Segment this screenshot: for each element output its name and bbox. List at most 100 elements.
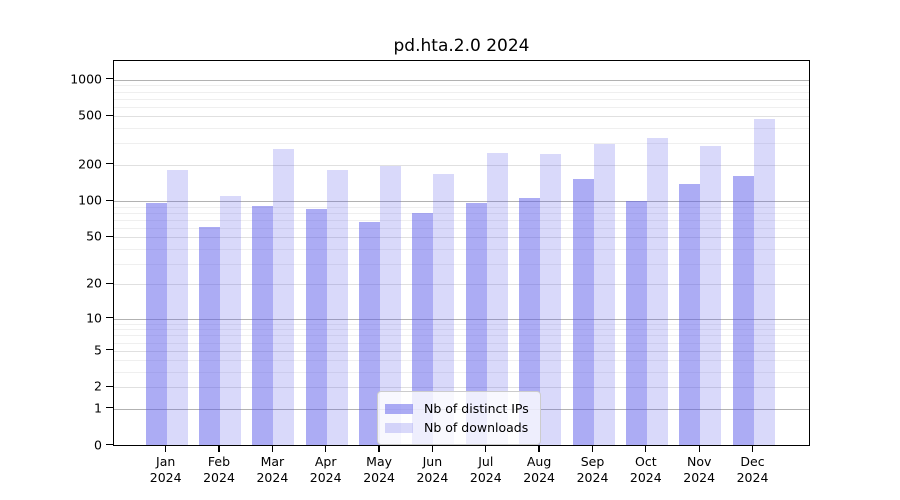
x-tick-mar xyxy=(271,446,274,452)
y-tick-label-1: 1 xyxy=(94,400,102,416)
gridline-20 xyxy=(114,284,809,286)
gridline-8 xyxy=(114,329,809,331)
bar-downloads-nov xyxy=(700,145,722,445)
gridline-5 xyxy=(114,350,809,352)
gridline-7 xyxy=(114,335,809,337)
legend: Nb of distinct IPs Nb of downloads xyxy=(377,391,541,445)
x-tick-oct xyxy=(645,446,647,452)
x-tick-label-feb: Feb 2024 xyxy=(203,454,235,485)
x-tick-label-aug: Aug 2024 xyxy=(523,454,555,485)
legend-swatch-distinct-ips xyxy=(385,403,413,414)
gridline-70 xyxy=(114,219,809,221)
y-tick-10 xyxy=(106,316,113,319)
bar-distinct-ips-may xyxy=(359,222,381,445)
x-tick-label-apr: Apr 2024 xyxy=(309,454,342,485)
bar-downloads-aug xyxy=(540,154,562,445)
bar-downloads-jul xyxy=(486,152,508,445)
bar-distinct-ips-aug xyxy=(519,198,541,445)
legend-label-downloads: Nb of downloads xyxy=(424,420,529,435)
y-tick-label-100: 100 xyxy=(78,192,102,208)
y-tick-label-0: 0 xyxy=(94,437,102,452)
bar-downloads-feb xyxy=(220,195,241,445)
bar-downloads-jun xyxy=(433,174,455,445)
gridline-200 xyxy=(114,164,809,166)
gridline-3 xyxy=(114,372,809,374)
y-tick-500 xyxy=(106,114,113,117)
gridline-800 xyxy=(114,91,809,93)
gridline-9 xyxy=(114,323,809,325)
bar-downloads-mar xyxy=(273,149,295,445)
gridline-40 xyxy=(114,248,809,250)
gridline-90 xyxy=(114,206,809,208)
gridline-4 xyxy=(114,360,809,362)
gridline-600 xyxy=(114,106,809,108)
y-tick-1 xyxy=(106,407,113,409)
plot-area xyxy=(113,60,810,446)
y-tick-100 xyxy=(106,199,113,201)
x-tick-dec xyxy=(751,446,754,452)
bar-distinct-ips-sep xyxy=(572,179,594,445)
x-tick-label-jun: Jun 2024 xyxy=(416,454,449,485)
legend-row-downloads: Nb of downloads xyxy=(385,419,532,436)
gridline-100 xyxy=(114,201,809,203)
legend-swatch-downloads xyxy=(385,422,413,433)
bar-downloads-sep xyxy=(593,143,615,445)
y-tick-label-200: 200 xyxy=(78,156,102,172)
y-tick-label-20: 20 xyxy=(86,275,102,291)
y-tick-label-10: 10 xyxy=(86,310,102,326)
x-tick-label-dec: Dec 2024 xyxy=(736,454,769,485)
gridline-50 xyxy=(114,237,809,239)
bar-distinct-ips-dec xyxy=(732,176,754,445)
bar-downloads-apr xyxy=(326,170,348,445)
x-tick-jul xyxy=(485,446,487,452)
x-tick-sep xyxy=(591,446,594,452)
gridline-2 xyxy=(114,387,809,389)
x-tick-may xyxy=(378,446,380,452)
y-tick-label-500: 500 xyxy=(78,107,102,123)
bar-distinct-ips-jun xyxy=(412,213,434,445)
bar-distinct-ips-oct xyxy=(625,201,647,445)
y-tick-label-2: 2 xyxy=(94,378,102,394)
bar-distinct-ips-mar xyxy=(252,205,274,445)
x-tick-label-mar: Mar 2024 xyxy=(256,454,289,485)
gridline-900 xyxy=(114,85,809,87)
y-tick-200 xyxy=(106,163,113,165)
x-tick-label-may: May 2024 xyxy=(363,454,395,485)
x-tick-nov xyxy=(698,446,700,452)
gridline-1000 xyxy=(114,79,809,81)
y-tick-label-5: 5 xyxy=(94,342,102,358)
gridline-10 xyxy=(114,318,809,320)
y-tick-0 xyxy=(106,443,113,446)
bar-distinct-ips-jan xyxy=(145,203,167,445)
x-tick-feb xyxy=(218,446,220,452)
x-tick-label-nov: Nov 2024 xyxy=(683,454,716,485)
bar-downloads-oct xyxy=(646,138,668,445)
gridline-30 xyxy=(114,263,809,265)
y-tick-50 xyxy=(106,235,113,237)
y-tick-20 xyxy=(106,282,113,284)
x-tick-apr xyxy=(325,446,327,452)
bar-downloads-dec xyxy=(753,119,775,445)
gridline-80 xyxy=(114,212,809,214)
gridline-400 xyxy=(114,128,809,130)
gridline-700 xyxy=(114,98,809,100)
bar-distinct-ips-nov xyxy=(679,183,701,445)
x-tick-label-jan: Jan 2024 xyxy=(149,454,182,485)
gridline-500 xyxy=(114,116,809,118)
bar-distinct-ips-feb xyxy=(199,227,220,445)
gridline-300 xyxy=(114,143,809,145)
bar-distinct-ips-apr xyxy=(305,209,327,445)
y-tick-1000 xyxy=(106,78,113,80)
x-tick-aug xyxy=(538,446,540,452)
legend-row-distinct-ips: Nb of distinct IPs xyxy=(385,400,532,417)
gridline-6 xyxy=(114,342,809,344)
x-tick-label-sep: Sep 2024 xyxy=(576,454,609,485)
bar-downloads-may xyxy=(380,166,402,445)
x-tick-jan xyxy=(165,446,167,452)
y-tick-5 xyxy=(106,348,113,351)
x-tick-jun xyxy=(431,446,434,452)
x-tick-label-jul: Jul 2024 xyxy=(469,454,502,485)
legend-label-distinct-ips: Nb of distinct IPs xyxy=(424,401,529,416)
gridline-60 xyxy=(114,227,809,229)
